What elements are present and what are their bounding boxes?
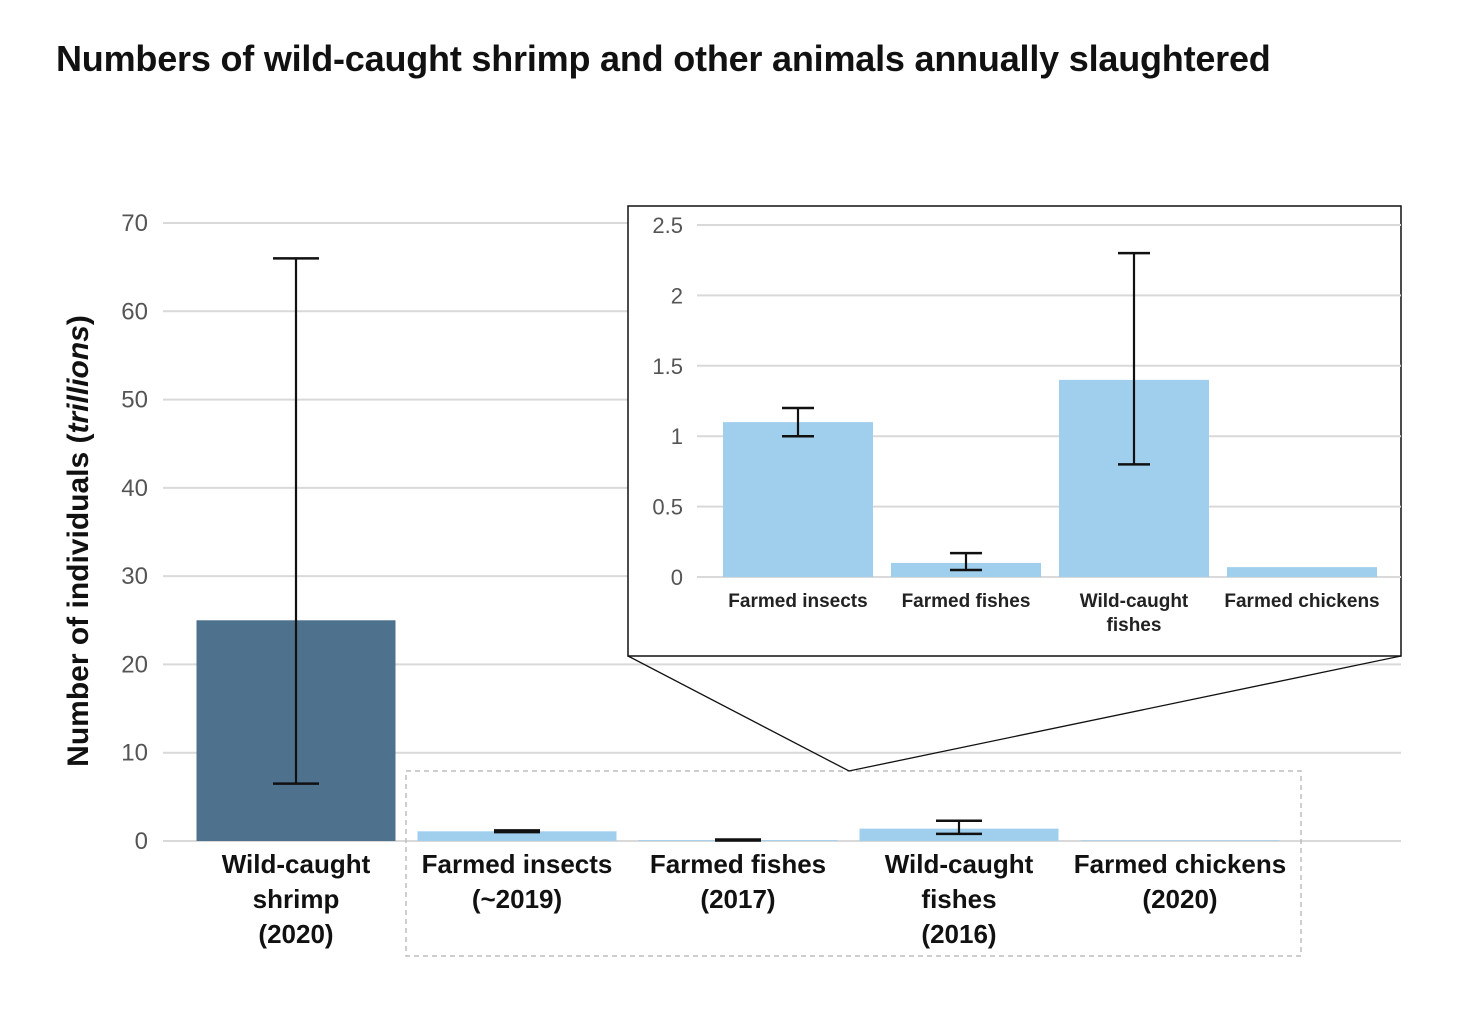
main-y-tick-label: 10 <box>121 740 148 767</box>
main-error-bars <box>273 257 982 842</box>
main-bar <box>417 831 617 841</box>
inset-y-axis-ticks: 0 0.5 1 1.5 2 2.5 <box>652 213 683 590</box>
inset-category-label-line: Farmed chickens <box>1224 591 1379 612</box>
main-category-label-line: (2016) <box>921 919 996 949</box>
main-category-label: Farmed insects (~2019) <box>422 849 613 914</box>
inset-y-tick-label: 1.5 <box>652 354 683 379</box>
inset-category-label-line: fishes <box>1107 615 1162 636</box>
main-y-tick-label: 60 <box>121 298 148 325</box>
inset-category-label-line: Wild-caught <box>1080 591 1189 612</box>
inset-y-tick-label: 0 <box>671 565 683 590</box>
main-category-label-line: (2020) <box>258 919 333 949</box>
main-y-tick-label: 40 <box>121 475 148 502</box>
zoom-connector-lines <box>627 655 1402 772</box>
main-category-label-line: Wild-caught <box>222 849 371 879</box>
inset-category-label-line: Farmed insects <box>728 591 867 612</box>
main-bar <box>1080 840 1280 841</box>
main-y-tick-label: 20 <box>121 651 148 678</box>
main-category-label: Farmed fishes (2017) <box>650 849 826 914</box>
main-category-label-line: Farmed chickens <box>1074 849 1286 879</box>
inset-category-label: Wild-caught fishes <box>1080 591 1189 636</box>
inset-y-tick-label: 1 <box>671 424 683 449</box>
y-axis-label-prefix: Number of individuals ( <box>62 433 95 766</box>
main-category-label: Wild-caught shrimp (2020) <box>222 849 371 949</box>
inset-category-label: Farmed insects <box>728 591 867 612</box>
inset-bars <box>723 379 1377 577</box>
main-category-label-line: (~2019) <box>472 884 562 914</box>
main-y-tick-label: 0 <box>135 828 148 855</box>
inset-y-tick-label: 0.5 <box>652 495 683 520</box>
main-category-label: Farmed chickens (2020) <box>1074 849 1286 914</box>
main-category-label-line: (2020) <box>1142 884 1217 914</box>
main-category-label-line: fishes <box>921 884 996 914</box>
inset-bar <box>723 422 873 577</box>
chart-title: Numbers of wild-caught shrimp and other … <box>56 38 1271 79</box>
inset-category-labels: Farmed insects Farmed fishes Wild-caught fi… <box>728 591 1379 636</box>
main-y-tick-label: 50 <box>121 387 148 414</box>
main-category-label-line: (2017) <box>700 884 775 914</box>
inset-y-tick-label: 2.5 <box>652 213 683 238</box>
main-y-tick-label: 30 <box>121 563 148 590</box>
y-axis-label-suffix: ) <box>62 315 95 325</box>
y-axis-label-unit: trillions <box>62 325 95 433</box>
main-category-label-line: Farmed insects <box>422 849 613 879</box>
inset-bar <box>1227 567 1377 577</box>
main-category-label-line: Farmed fishes <box>650 849 826 879</box>
inset-error-bars <box>782 251 1150 572</box>
main-category-label-line: shrimp <box>253 884 340 914</box>
main-category-label-line: Wild-caught <box>885 849 1034 879</box>
main-y-axis-ticks: 0 10 20 30 40 50 60 70 <box>121 210 148 855</box>
y-axis-label: Number of individuals (trillions) <box>62 315 95 767</box>
inset-y-tick-label: 2 <box>671 283 683 308</box>
main-y-tick-label: 70 <box>121 210 148 237</box>
main-category-label: Wild-caught fishes (2016) <box>885 849 1034 949</box>
main-category-labels: Wild-caught shrimp (2020) Farmed insects (~2… <box>222 849 1286 949</box>
inset-category-label: Farmed fishes <box>902 591 1031 612</box>
inset-category-label: Farmed chickens <box>1224 591 1379 612</box>
inset-category-label-line: Farmed fishes <box>902 591 1031 612</box>
